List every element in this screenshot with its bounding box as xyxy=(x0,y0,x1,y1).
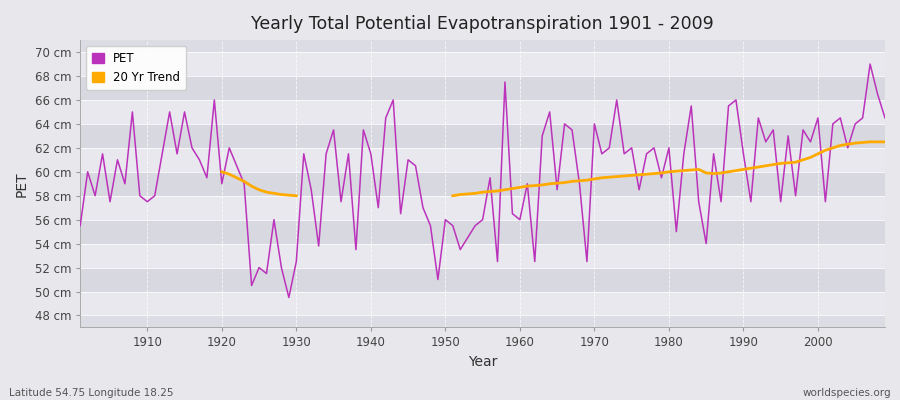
PET xyxy=(350,247,361,252)
Text: Latitude 54.75 Longitude 18.25: Latitude 54.75 Longitude 18.25 xyxy=(9,388,174,398)
PET xyxy=(134,193,145,198)
Y-axis label: PET: PET xyxy=(15,171,29,196)
20 Yr Trend xyxy=(559,180,570,185)
Bar xyxy=(80,52,885,76)
PET xyxy=(879,116,890,120)
Line: PET: PET xyxy=(80,64,885,298)
Bar xyxy=(80,292,885,316)
PET xyxy=(75,223,86,228)
Bar xyxy=(80,220,885,244)
20 Yr Trend xyxy=(515,185,526,190)
Bar xyxy=(80,148,885,172)
20 Yr Trend xyxy=(879,140,890,144)
20 Yr Trend xyxy=(447,193,458,198)
PET xyxy=(284,295,294,300)
20 Yr Trend xyxy=(671,169,682,174)
Bar xyxy=(80,124,885,148)
PET xyxy=(522,181,533,186)
Bar xyxy=(80,100,885,124)
Legend: PET, 20 Yr Trend: PET, 20 Yr Trend xyxy=(86,46,186,90)
Line: 20 Yr Trend: 20 Yr Trend xyxy=(453,142,885,196)
20 Yr Trend xyxy=(865,140,876,144)
PET xyxy=(306,187,317,192)
20 Yr Trend xyxy=(492,188,503,193)
PET xyxy=(611,98,622,102)
X-axis label: Year: Year xyxy=(468,355,498,369)
Bar xyxy=(80,244,885,268)
PET xyxy=(515,217,526,222)
20 Yr Trend xyxy=(463,192,473,196)
Bar xyxy=(80,268,885,292)
Title: Yearly Total Potential Evapotranspiration 1901 - 2009: Yearly Total Potential Evapotranspiratio… xyxy=(251,15,714,33)
PET xyxy=(865,62,876,66)
Bar xyxy=(80,76,885,100)
20 Yr Trend xyxy=(760,164,771,168)
Text: worldspecies.org: worldspecies.org xyxy=(803,388,891,398)
Bar xyxy=(80,196,885,220)
Bar xyxy=(80,172,885,196)
